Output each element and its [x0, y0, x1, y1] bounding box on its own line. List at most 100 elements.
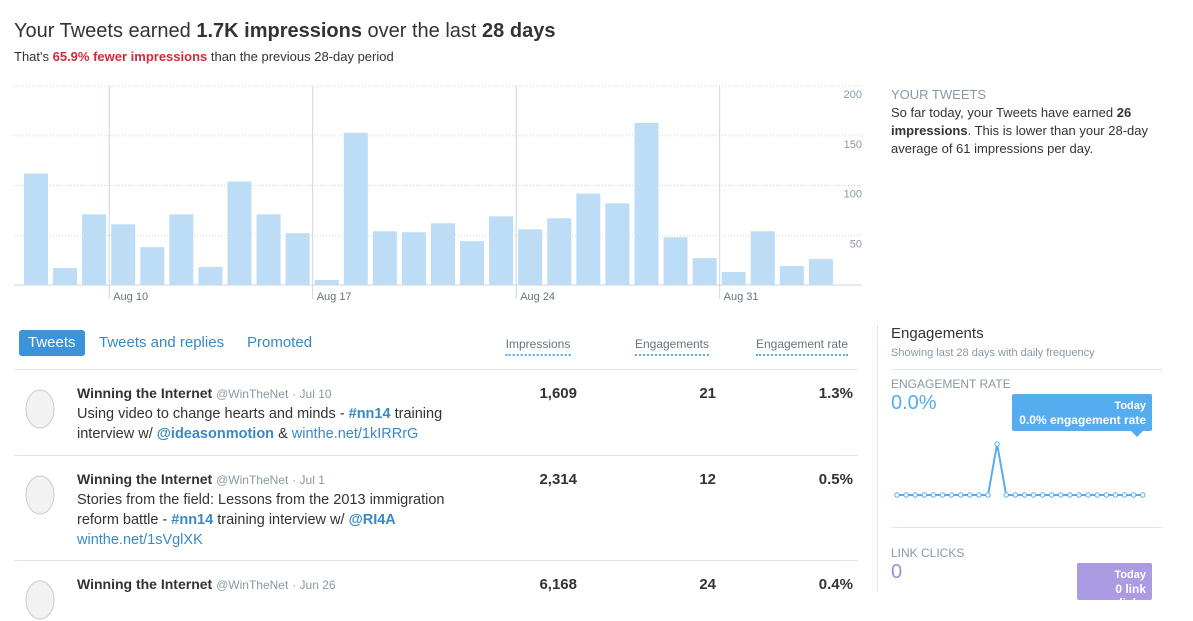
bar — [285, 233, 310, 285]
rate-point — [1085, 492, 1091, 498]
bar — [721, 272, 746, 285]
tooltip-title: Today — [1114, 400, 1146, 412]
tweet-text: Stories from the field: Lessons from the… — [77, 490, 477, 550]
engagements: 21 — [699, 385, 716, 402]
text: So far today, your Tweets have earned — [891, 105, 1117, 120]
panel-subtitle: Showing last 28 days with daily frequenc… — [891, 347, 1095, 359]
rate-point — [939, 492, 946, 498]
impressions: 6,168 — [539, 576, 577, 593]
engagement-rate-chart — [894, 441, 1146, 498]
bar — [518, 229, 543, 285]
engagement-rate: 0.5% — [818, 471, 853, 488]
bar — [634, 122, 659, 285]
text: training interview w/ — [213, 512, 349, 528]
text: That's — [14, 49, 53, 64]
rate-point — [1039, 492, 1046, 498]
bar — [808, 259, 833, 285]
metric-label: LINK CLICKS — [891, 546, 965, 560]
engagements: 24 — [699, 576, 716, 593]
text: Stories from the field: Lessons from the… — [77, 492, 445, 528]
rate-point — [1030, 492, 1037, 498]
text: & — [274, 426, 292, 442]
tooltip-text: 0 link clicks — [1112, 582, 1146, 610]
bar — [750, 231, 775, 285]
author-name: Winning the Internet — [77, 385, 213, 401]
egg — [25, 389, 55, 429]
y-tick-label: 50 — [850, 238, 862, 250]
separator — [891, 369, 1163, 370]
tweet-row: Winning the Internet @WinTheNet · Jul 10… — [14, 369, 858, 456]
y-tick-label: 150 — [844, 139, 862, 151]
bar — [140, 247, 165, 285]
bar — [169, 214, 194, 285]
author: Winning the Internet @WinTheNet · Jun 26 — [77, 576, 336, 592]
tweet-date: · Jul 1 — [292, 473, 325, 487]
avatar — [25, 475, 55, 515]
link: #nn14 — [348, 406, 391, 422]
metric-label: ENGAGEMENT RATE — [891, 377, 1011, 391]
x-tick-label: Aug 17 — [317, 291, 352, 303]
tweet-date: · Jul 10 — [292, 387, 332, 401]
tab[interactable]: Tweets and replies — [99, 334, 225, 351]
impressions: 1,609 — [539, 385, 577, 402]
author-handle: @WinTheNet — [216, 578, 289, 592]
divider — [877, 325, 878, 592]
y-tick-label: 100 — [844, 189, 862, 201]
rate-point — [1058, 492, 1064, 498]
text: Using video to change hearts and minds - — [77, 406, 349, 422]
x-tick-label: Aug 10 — [113, 291, 148, 303]
tweet-row: Winning the Internet @WinTheNet · Jun 26… — [14, 560, 858, 620]
column-header[interactable]: Impressions — [505, 337, 571, 356]
rate-point — [903, 492, 909, 498]
headline: Your Tweets earned 1.7K impressions over… — [14, 20, 555, 43]
bar — [227, 181, 252, 285]
engagements: 12 — [699, 471, 716, 488]
bar — [692, 258, 717, 285]
bar — [663, 237, 688, 285]
column-header[interactable]: Engagement rate — [755, 337, 849, 356]
text: . This is lower than your 28-day average… — [891, 123, 1148, 156]
link: @ideasonmotion — [156, 426, 275, 442]
link: winthe.net/1kIRRrG — [291, 426, 419, 442]
tweet-text: Using video to change hearts and minds -… — [77, 404, 477, 444]
x-tick-label: Aug 24 — [520, 291, 555, 303]
bar — [343, 132, 368, 285]
text: Your Tweets earned — [14, 20, 197, 42]
avatar — [25, 580, 55, 620]
egg — [25, 580, 55, 620]
metric-value: 0 — [891, 561, 903, 583]
bar — [314, 280, 339, 285]
rate-point — [994, 441, 1000, 447]
bar — [460, 241, 485, 285]
bar — [430, 223, 455, 285]
text: 65.9% fewer impressions — [52, 49, 208, 64]
author-handle: @WinTheNet — [216, 387, 289, 401]
x-tick-label: Aug 31 — [724, 291, 759, 303]
panel-title: Engagements — [891, 325, 984, 342]
bar — [489, 216, 514, 285]
link: @RI4A — [348, 512, 396, 528]
rate-point — [1103, 492, 1110, 498]
bar — [576, 193, 601, 285]
text: 26 impressions — [891, 105, 1132, 138]
tooltip: Today 0 link clicks — [1077, 563, 1152, 610]
rate-point — [1067, 492, 1073, 498]
rate-point — [1076, 492, 1082, 498]
rate-point — [967, 492, 973, 498]
rate-point — [1130, 492, 1137, 498]
author: Winning the Internet @WinTheNet · Jul 10 — [77, 385, 332, 401]
tab[interactable]: Tweets — [19, 330, 85, 356]
rate-point — [921, 492, 927, 498]
separator — [891, 527, 1163, 528]
tab[interactable]: Promoted — [247, 334, 313, 351]
egg — [25, 475, 55, 515]
rate-point — [985, 492, 991, 498]
impressions: 2,314 — [539, 471, 577, 488]
text: training interview w/ — [77, 406, 443, 442]
column-header[interactable]: Engagements — [634, 337, 710, 356]
rate-point — [958, 492, 964, 498]
author-name: Winning the Internet — [77, 576, 213, 592]
section-heading: YOUR TWEETS — [891, 87, 987, 102]
author-name: Winning the Internet — [77, 471, 213, 487]
impressions-chart: 50 100 150 200 Aug 10 Aug 17 Aug 24 Aug 31 — [14, 85, 862, 303]
